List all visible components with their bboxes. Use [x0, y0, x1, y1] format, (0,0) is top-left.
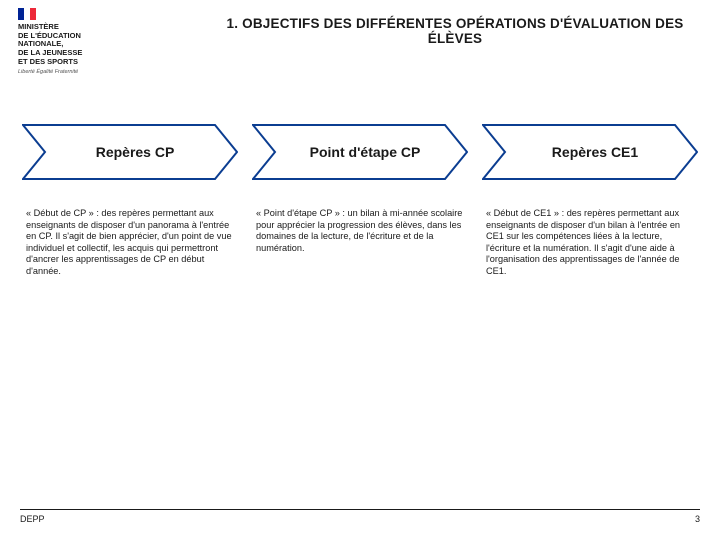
banner-point-etape-cp: Point d'étape CP: [252, 124, 468, 180]
flag-red: [30, 8, 36, 20]
page-title: 1. OBJECTIFS DES DIFFÉRENTES OPÉRATIONS …: [210, 16, 700, 46]
stage-description: « Début de CE1 » : des repères permettan…: [482, 208, 698, 277]
banner-reperes-ce1: Repères CE1: [482, 124, 698, 180]
page-footer: DEPP 3: [20, 509, 700, 524]
france-flag-icon: [18, 8, 36, 20]
stage-point-etape-cp: Point d'étape CP « Point d'étape CP » : …: [252, 124, 468, 277]
stage-reperes-ce1: Repères CE1 « Début de CE1 » : des repèr…: [482, 124, 698, 277]
banner-reperes-cp: Repères CP: [22, 124, 238, 180]
stage-description: « Début de CP » : des repères permettant…: [22, 208, 238, 277]
banner-label: Point d'étape CP: [280, 144, 441, 160]
page-number: 3: [695, 514, 700, 524]
ministry-line: ET DES SPORTS: [18, 58, 128, 67]
banner-label: Repères CP: [66, 144, 195, 160]
stages-row: Repères CP « Début de CP » : des repères…: [20, 124, 700, 277]
footer-left: DEPP: [20, 514, 45, 524]
ministry-logo: MINISTÈRE DE L'ÉDUCATION NATIONALE, DE L…: [18, 8, 128, 75]
stage-reperes-cp: Repères CP « Début de CP » : des repères…: [22, 124, 238, 277]
stage-description: « Point d'étape CP » : un bilan à mi-ann…: [252, 208, 468, 254]
banner-label: Repères CE1: [522, 144, 658, 160]
ministry-motto: Liberté Égalité Fraternité: [18, 69, 128, 75]
